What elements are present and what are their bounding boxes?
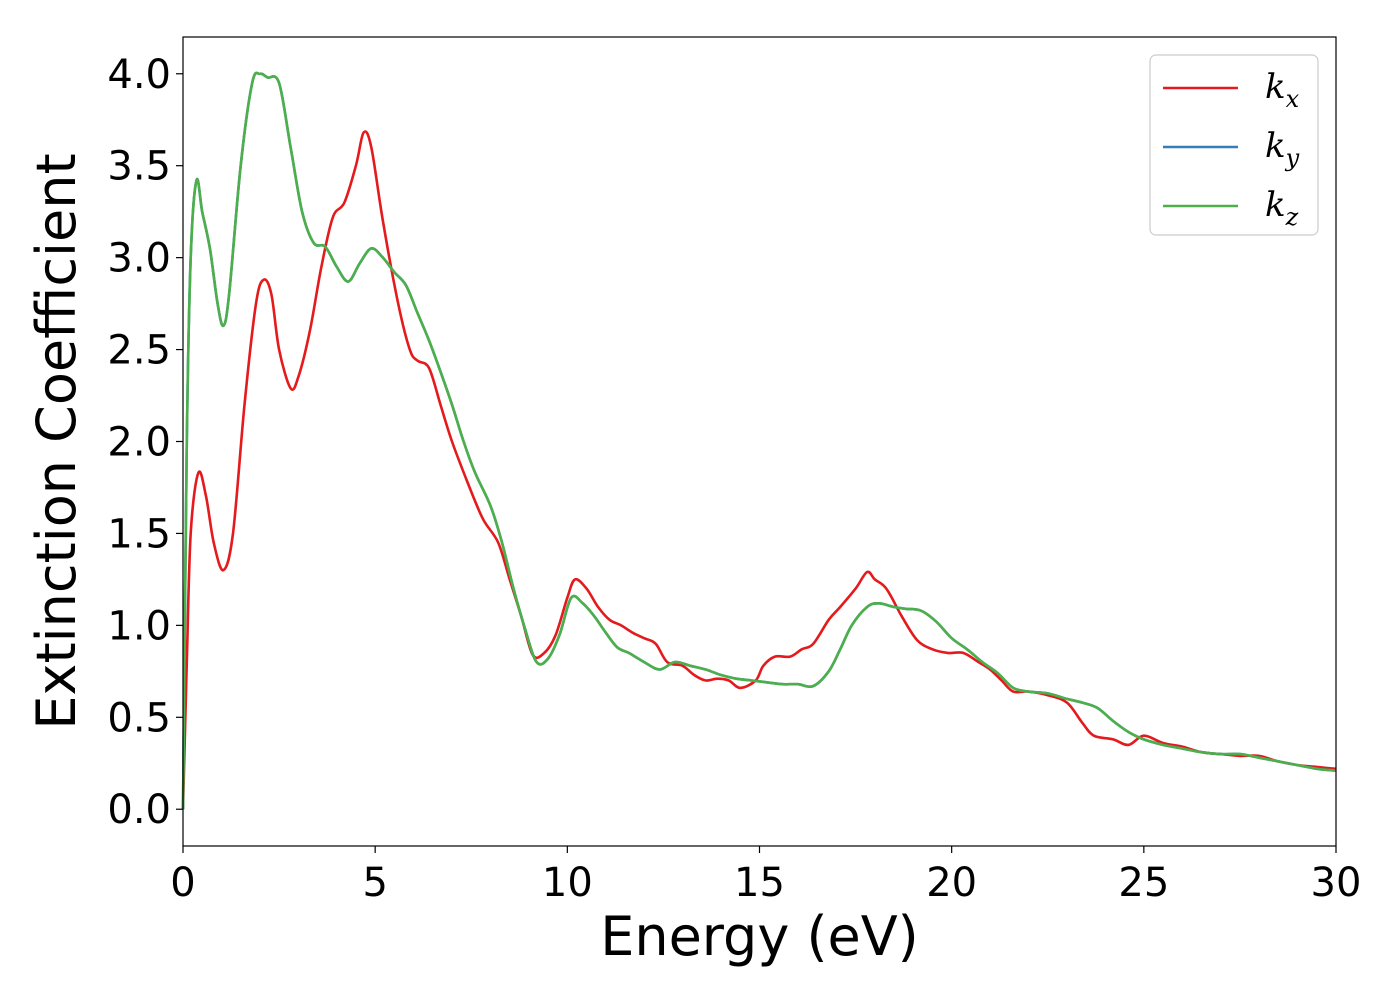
y-tick-label: 1.0 [107, 603, 171, 649]
x-tick-label: 25 [1118, 860, 1169, 906]
legend-label-symbol: k [1265, 126, 1286, 166]
x-axis-ticks: 0 5 10 15 20 25 30 [170, 846, 1361, 906]
x-tick-label: 20 [926, 860, 977, 906]
legend-label-subscript: z [1285, 203, 1299, 231]
y-tick-label: 3.0 [107, 236, 171, 282]
legend-label-kz: kz [1265, 185, 1299, 231]
x-tick-label: 10 [542, 860, 593, 906]
legend-label-subscript: x [1286, 85, 1300, 113]
series-line-kz [181, 71, 1337, 810]
y-axis-title: Extinction Coefficient [25, 153, 88, 729]
x-axis-title: Energy (eV) [600, 905, 919, 968]
legend-label-subscript: y [1285, 144, 1300, 172]
plot-lines [181, 71, 1337, 810]
y-tick-label: 2.0 [107, 420, 171, 466]
y-tick-label: 1.5 [107, 511, 171, 557]
x-tick-label: 5 [362, 860, 387, 906]
legend-label-kx: kx [1265, 67, 1300, 113]
y-tick-label: 3.5 [107, 144, 171, 190]
y-tick-label: 2.5 [107, 328, 171, 374]
y-tick-label: 0.5 [107, 695, 171, 741]
y-axis-ticks: 0.0 0.5 1.0 1.5 2.0 2.5 3.0 3.5 4.0 [107, 52, 183, 833]
x-tick-label: 0 [170, 860, 195, 906]
series-line-kx [181, 130, 1337, 810]
y-tick-label: 4.0 [107, 52, 171, 98]
y-tick-label: 0.0 [107, 787, 171, 833]
x-tick-label: 30 [1311, 860, 1362, 906]
legend-label-ky: ky [1265, 126, 1300, 172]
legend-label-symbol: k [1265, 185, 1286, 225]
x-tick-label: 15 [734, 860, 785, 906]
legend-label-symbol: k [1265, 67, 1286, 107]
legend-box [1149, 54, 1319, 236]
